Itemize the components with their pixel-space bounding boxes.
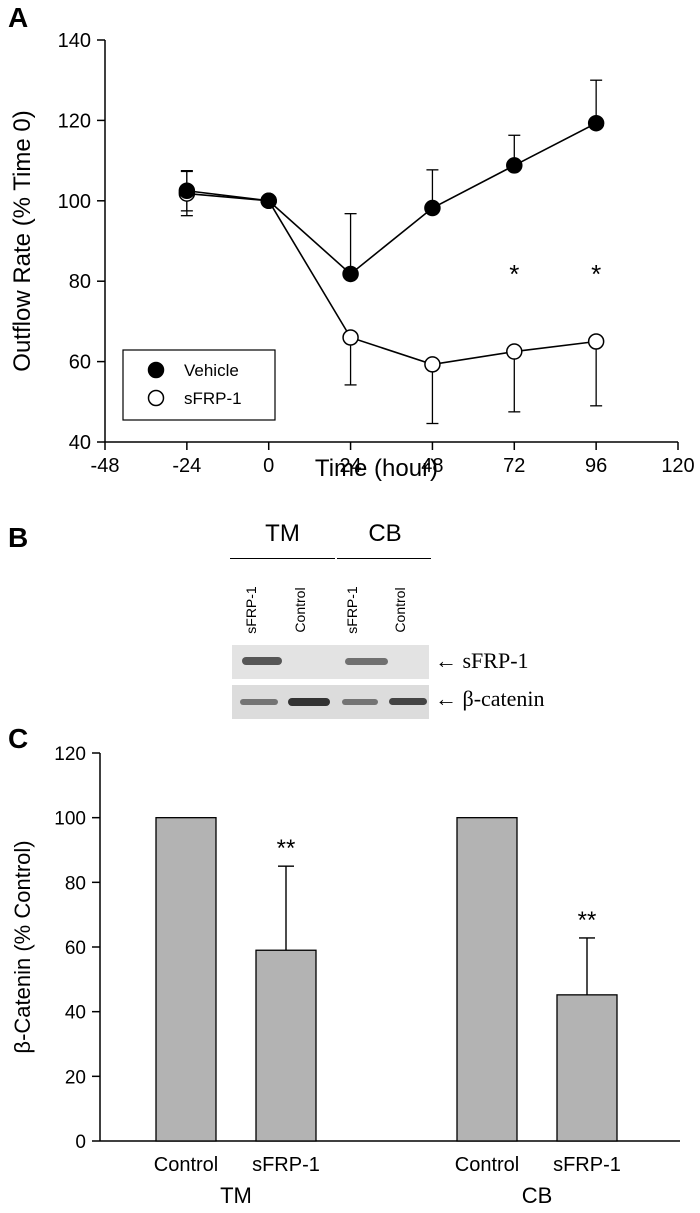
blot-band <box>242 657 282 665</box>
x-tick-label: 72 <box>503 455 525 477</box>
category-label: Control <box>154 1154 218 1176</box>
outflow-rate-line-chart: 40 60 80 100 120 140 -48 -24 0 24 48 72 96 120 Time (h… <box>9 30 695 482</box>
category-label: Control <box>455 1154 519 1176</box>
y-tick-label: 0 <box>75 1132 86 1153</box>
y-tick-label: 100 <box>58 191 91 213</box>
blot-group-label: TM <box>265 520 300 547</box>
y-tick-label: 20 <box>65 1067 86 1088</box>
blot-row-label-beta-catenin: ← β-catenin <box>435 686 545 711</box>
blot-group-tm: TM <box>230 520 335 548</box>
y-tick-label: 40 <box>65 1003 86 1024</box>
blot-lane-label: sFRP-1 <box>344 586 360 634</box>
blot-band <box>345 658 388 665</box>
data-point-vehicle <box>260 192 277 210</box>
x-tick-label: 96 <box>585 455 607 477</box>
blot-lane-label: Control <box>292 587 308 633</box>
x-tick-label: 24 <box>339 455 361 477</box>
significance-marker: ** <box>578 907 597 934</box>
blot-band <box>389 698 427 705</box>
blot-group-cb-underline <box>337 558 431 559</box>
blot-group-tm-underline <box>230 558 335 559</box>
blot-lane-label: sFRP-1 <box>243 586 259 634</box>
x-tick-label: -48 <box>91 455 120 477</box>
y-tick-label: 140 <box>58 30 91 52</box>
blot-band <box>288 698 330 706</box>
western-blot: TM CB sFRP-1 Control sFRP-1 Control ← sF… <box>225 520 555 720</box>
blot-row-label-sfrp1: ← sFRP-1 <box>435 648 529 673</box>
legend-box <box>122 349 276 421</box>
x-tick-label: -24 <box>172 455 201 477</box>
beta-catenin-bar-chart: 0 20 40 60 80 100 120 β-Catenin (% Control) Cont… <box>10 744 680 1208</box>
data-point-sfrp-1 <box>587 333 605 350</box>
bar-tm-control <box>155 817 217 1142</box>
blot-strip-beta-catenin <box>232 685 429 719</box>
blot-strip-sfrp1 <box>232 645 429 679</box>
blot-lane-label: Control <box>392 587 408 633</box>
y-tick-label: 60 <box>69 352 91 374</box>
data-point-vehicle <box>587 114 605 132</box>
legend-marker <box>147 361 165 379</box>
y-tick-label: 60 <box>65 938 86 959</box>
y-axis-title: β-Catenin (% Control) <box>10 840 35 1053</box>
y-tick-label: 120 <box>54 744 86 765</box>
legend: Vehicle sFRP-1 <box>122 349 276 421</box>
bar-cb-sfrp-1 <box>556 994 618 1142</box>
category-label: sFRP-1 <box>252 1154 320 1176</box>
bar-cb-control <box>456 817 518 1142</box>
y-tick-label: 40 <box>69 432 91 454</box>
data-point-sfrp-1 <box>424 356 441 373</box>
data-point-sfrp-1 <box>506 343 523 360</box>
y-tick-label: 120 <box>58 110 91 132</box>
data-point-sfrp-1 <box>342 329 359 346</box>
significance-marker: * <box>509 259 519 289</box>
y-tick-label: 100 <box>54 809 86 830</box>
legend-marker <box>147 389 165 407</box>
panel-label-c: C <box>8 723 29 754</box>
y-tick-label: 80 <box>69 271 91 293</box>
x-tick-label: 0 <box>263 455 274 477</box>
panel-label-b: B <box>8 522 29 553</box>
data-point-vehicle <box>342 265 359 283</box>
panel-label-a: A <box>8 2 29 33</box>
blot-group-cb: CB <box>340 520 430 548</box>
x-axis-title: Time (hour) <box>315 455 438 482</box>
x-tick-label: 120 <box>661 455 694 477</box>
blot-band <box>342 699 378 705</box>
blot-group-label: CB <box>368 520 402 547</box>
category-label: sFRP-1 <box>553 1154 621 1176</box>
x-tick-label: 48 <box>421 455 443 477</box>
data-point-vehicle <box>424 199 441 217</box>
y-axis-title: Outflow Rate (% Time 0) <box>9 110 36 371</box>
y-tick-label: 80 <box>65 873 86 894</box>
group-label: TM <box>220 1183 252 1208</box>
data-point-vehicle <box>178 182 196 199</box>
significance-marker: ** <box>277 835 296 862</box>
blot-band <box>240 699 278 705</box>
significance-marker: * <box>591 259 601 289</box>
legend-label: sFRP-1 <box>184 389 242 408</box>
bar-tm-sfrp-1 <box>255 949 317 1142</box>
data-point-vehicle <box>506 157 523 174</box>
group-label: CB <box>522 1183 553 1208</box>
legend-label: Vehicle <box>184 361 239 380</box>
series-line-sfrp-1 <box>186 192 597 366</box>
